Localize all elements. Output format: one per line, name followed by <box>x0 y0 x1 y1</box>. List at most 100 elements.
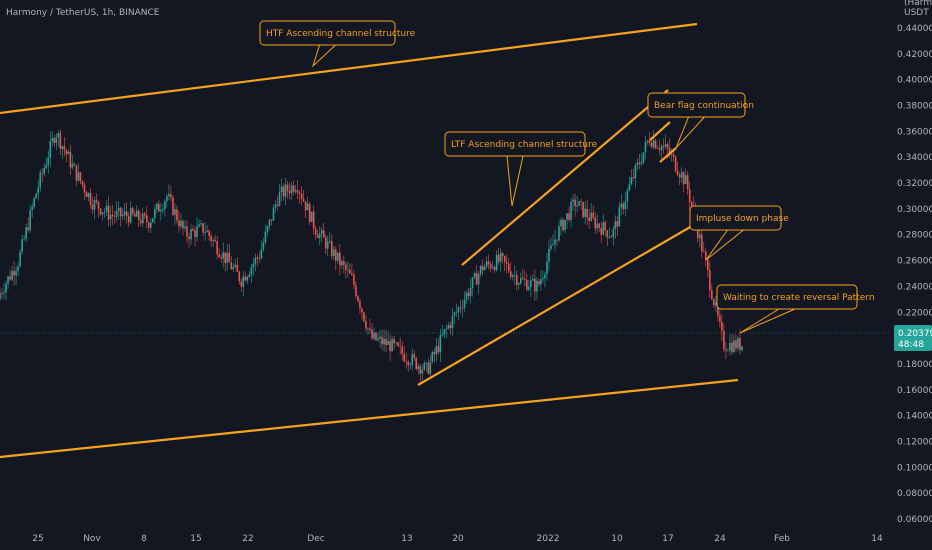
candle-body <box>31 206 33 211</box>
candle-body <box>660 146 663 150</box>
annotation-callout-4[interactable]: Waiting to create reversal Pattern <box>716 284 875 334</box>
candle-body <box>284 184 287 197</box>
candle-body <box>164 201 166 209</box>
candle-body <box>495 254 498 271</box>
price-tick-1: 0.42000 <box>897 50 932 60</box>
bear-flag-line-2[interactable] <box>649 121 671 141</box>
candle-body <box>71 163 74 168</box>
candle-body <box>606 230 609 238</box>
candle-body <box>5 283 7 293</box>
bear-flag-line-1[interactable] <box>659 147 677 163</box>
candle-body <box>59 133 62 149</box>
candle-body <box>166 196 168 202</box>
candle-body <box>27 227 29 231</box>
candle-body <box>355 285 357 297</box>
ltf-channel-lower[interactable] <box>417 225 693 386</box>
candle-body <box>668 148 671 155</box>
price-tick-10: 0.24000 <box>897 282 932 292</box>
candle-body <box>15 270 17 276</box>
price-tick-13: 0.18000 <box>897 360 932 370</box>
htf-channel-lower[interactable] <box>0 378 739 459</box>
candle-body <box>690 201 693 206</box>
candle-body <box>634 165 637 179</box>
candle-body <box>204 232 206 233</box>
time-tick-13: 14 <box>871 534 883 544</box>
time-tick-2: 8 <box>141 534 147 544</box>
candle-body <box>101 212 104 215</box>
candle-body <box>554 239 556 245</box>
candle-body <box>463 299 466 308</box>
candle-body <box>330 241 333 257</box>
candle-body <box>395 342 397 344</box>
candle-body <box>214 239 216 242</box>
candle-body <box>9 276 11 280</box>
candle-body <box>55 137 58 144</box>
candle-body <box>254 257 257 264</box>
ltf-channel-upper[interactable] <box>461 89 669 266</box>
candle-body <box>620 203 623 208</box>
candle-body <box>658 148 661 150</box>
candle-body <box>411 354 414 365</box>
candle-body <box>230 262 233 270</box>
candle-body <box>576 205 578 207</box>
candle-body <box>550 245 552 249</box>
candle-body <box>274 204 277 208</box>
candle-body <box>457 307 460 312</box>
annotation-callout-0[interactable]: HTF Ascending channel structure <box>259 20 416 68</box>
candle-body <box>680 172 683 178</box>
candle-body <box>707 259 709 270</box>
candle-body <box>642 152 645 163</box>
candle-body <box>542 278 544 280</box>
candle-body <box>644 141 647 153</box>
candle-body <box>449 324 452 329</box>
time-axis[interactable]: 25 Nov 8 15 22 Dec 13 20 2022 10 17 24 Feb 14 <box>32 534 883 544</box>
candle-body <box>77 172 80 181</box>
candle-body <box>97 201 100 209</box>
candle-body <box>562 219 564 231</box>
current-price-badge[interactable]: 0.20379 48:48 <box>894 325 932 351</box>
candle-body <box>713 299 715 306</box>
candle-body <box>184 226 186 229</box>
candle-body <box>377 338 379 341</box>
candle-body <box>127 216 130 223</box>
time-tick-1: Nov <box>83 534 101 544</box>
candle-body <box>148 222 150 228</box>
candle-body <box>260 249 263 259</box>
candle-body <box>137 210 140 221</box>
candle-body <box>483 266 486 271</box>
candle-body <box>13 270 15 276</box>
candle-body <box>232 266 235 270</box>
candle-body <box>465 292 468 300</box>
candle-body <box>347 269 349 271</box>
candle-body <box>180 220 182 227</box>
candle-body <box>196 226 198 237</box>
candle-body <box>409 364 412 366</box>
candle-body <box>654 140 657 149</box>
candle-body <box>548 248 550 262</box>
candle-body <box>399 345 401 347</box>
candle-body <box>280 186 283 192</box>
annotation-callout-3[interactable]: Impluse down phase <box>689 205 789 261</box>
candle-body <box>63 146 66 151</box>
candle-body <box>212 239 214 242</box>
candle-body <box>178 220 180 227</box>
candle-body <box>572 199 574 202</box>
candle-body <box>49 140 52 159</box>
time-tick-9: 10 <box>611 534 623 544</box>
candle-body <box>224 252 227 263</box>
candle-body <box>158 203 160 212</box>
candle-body <box>580 201 582 203</box>
annotation-callout-2[interactable]: Bear flag continuation <box>647 92 754 149</box>
candle-body <box>532 278 534 281</box>
candle-body <box>266 226 269 232</box>
htf-channel-upper[interactable] <box>0 22 698 115</box>
candle-body <box>618 207 621 227</box>
annotation-callout-1[interactable]: LTF Ascending channel structure <box>444 131 598 207</box>
candle-body <box>192 229 194 231</box>
countdown-value: 48:48 <box>898 340 924 350</box>
candle-body <box>590 212 592 221</box>
candle-body <box>520 278 522 284</box>
candle-body <box>546 261 548 275</box>
